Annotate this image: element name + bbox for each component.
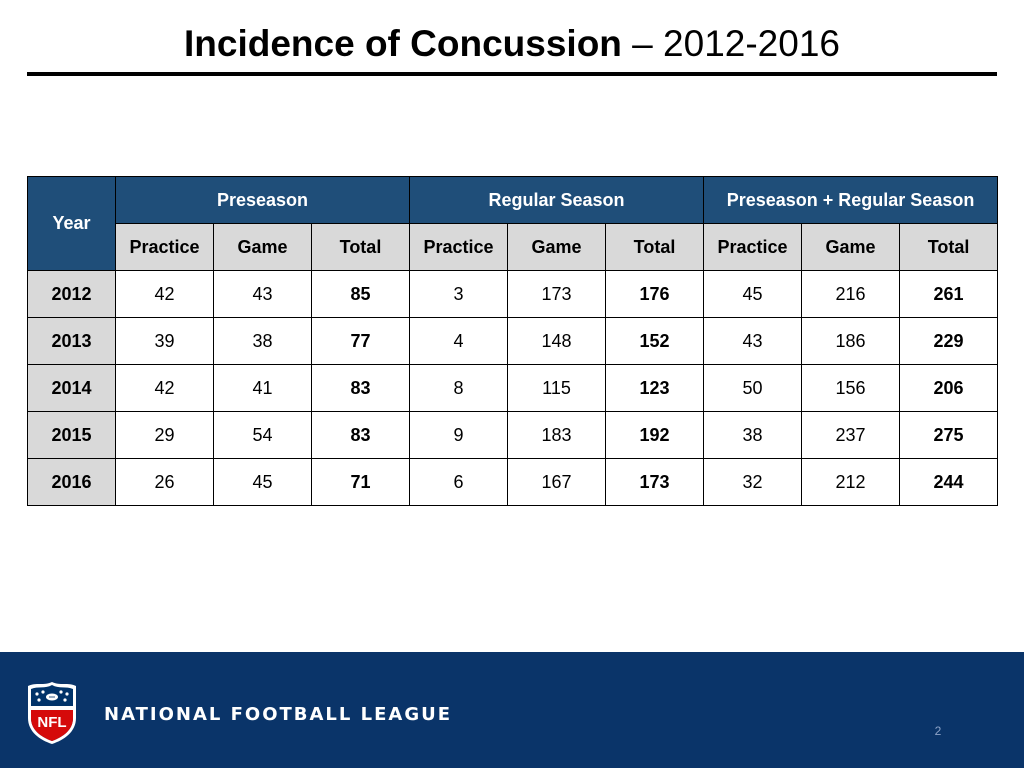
title-main: Incidence of Concussion (184, 23, 622, 64)
table-cell: 186 (801, 317, 901, 365)
subheader-practice: Practice (115, 223, 214, 271)
total-cell: 83 (311, 411, 410, 459)
table-cell: 156 (801, 364, 901, 412)
title-separator: – (621, 23, 664, 64)
subheader-row: Practice Game Total Practice Game Total … (28, 223, 999, 271)
table-row: 2015 29 54 83 9 183 192 38 237 275 (27, 411, 999, 459)
table-cell: 26 (115, 458, 214, 506)
table-cell: 43 (213, 270, 312, 318)
concussion-table: Year Preseason Regular Season Preseason … (27, 176, 999, 506)
subheader-total: Total (311, 223, 410, 271)
year-cell: 2012 (27, 270, 116, 318)
total-cell: 176 (604, 270, 705, 318)
table-cell: 3 (409, 270, 508, 318)
table-cell: 167 (507, 458, 606, 506)
subheader-total: Total (899, 223, 999, 271)
table-cell: 39 (115, 317, 214, 365)
total-cell: 77 (311, 317, 410, 365)
total-cell: 244 (899, 458, 999, 506)
table-cell: 6 (409, 458, 508, 506)
total-cell: 192 (604, 411, 705, 459)
concussion-table-wrap: Year Preseason Regular Season Preseason … (27, 176, 999, 506)
table-cell: 183 (507, 411, 606, 459)
group-header-preseason: Preseason (115, 176, 410, 224)
group-header-row: Year Preseason Regular Season Preseason … (27, 176, 999, 271)
total-cell: 275 (899, 411, 999, 459)
table-cell: 32 (703, 458, 803, 506)
total-cell: 85 (311, 270, 410, 318)
table-cell: 54 (213, 411, 312, 459)
table-row: 2016 26 45 71 6 167 173 32 212 244 (27, 458, 999, 506)
table-cell: 9 (409, 411, 508, 459)
nfl-logo-text: NFL (37, 714, 66, 731)
year-cell: 2014 (27, 364, 116, 412)
page-number: 2 (934, 724, 942, 738)
total-cell: 206 (899, 364, 999, 412)
table-cell: 212 (801, 458, 901, 506)
subheader-game: Game (213, 223, 312, 271)
total-cell: 173 (604, 458, 705, 506)
table-cell: 29 (115, 411, 214, 459)
group-header-combined: Preseason + Regular Season (703, 176, 999, 224)
table-cell: 45 (703, 270, 803, 318)
table-cell: 38 (703, 411, 803, 459)
footer-band: NFL NATIONAL FOOTBALL LEAGUE 2 (0, 652, 1024, 768)
subheader-game: Game (801, 223, 901, 271)
subheader-practice: Practice (703, 223, 803, 271)
table-cell: 216 (801, 270, 901, 318)
table-cell: 4 (409, 317, 508, 365)
total-cell: 229 (899, 317, 999, 365)
total-cell: 152 (604, 317, 705, 365)
total-cell: 261 (899, 270, 999, 318)
title-range: 2012-2016 (663, 23, 840, 64)
subheader-practice: Practice (409, 223, 508, 271)
subheader-total: Total (604, 223, 705, 271)
table-row: 2013 39 38 77 4 148 152 43 186 229 (27, 317, 999, 365)
table-cell: 50 (703, 364, 803, 412)
table-cell: 38 (213, 317, 312, 365)
subheader-game: Game (507, 223, 606, 271)
nfl-shield-icon: NFL (28, 682, 76, 744)
table-cell: 42 (115, 270, 214, 318)
total-cell: 83 (311, 364, 410, 412)
table-cell: 8 (409, 364, 508, 412)
year-cell: 2016 (27, 458, 116, 506)
league-name: NATIONAL FOOTBALL LEAGUE (104, 704, 453, 725)
table-cell: 41 (213, 364, 312, 412)
table-cell: 42 (115, 364, 214, 412)
total-cell: 123 (604, 364, 705, 412)
table-row: 2014 42 41 83 8 115 123 50 156 206 (27, 364, 999, 412)
table-cell: 148 (507, 317, 606, 365)
total-cell: 71 (311, 458, 410, 506)
table-cell: 45 (213, 458, 312, 506)
year-cell: 2015 (27, 411, 116, 459)
table-cell: 237 (801, 411, 901, 459)
title-rule (27, 72, 997, 76)
year-cell: 2013 (27, 317, 116, 365)
page-title: Incidence of Concussion – 2012-2016 (0, 22, 1024, 66)
table-cell: 173 (507, 270, 606, 318)
table-cell: 43 (703, 317, 803, 365)
table-cell: 115 (507, 364, 606, 412)
group-header-regular-season: Regular Season (408, 176, 705, 224)
table-row: 2012 42 43 85 3 173 176 45 216 261 (27, 270, 999, 318)
year-header: Year (27, 176, 116, 271)
